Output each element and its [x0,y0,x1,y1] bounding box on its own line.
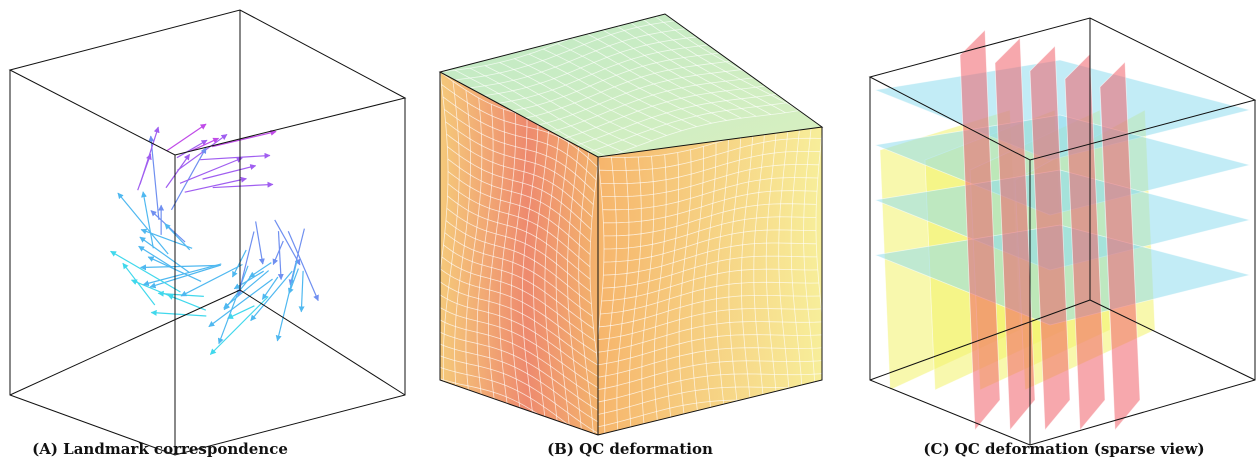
caption: (A) Landmark correspondence [32,440,288,458]
panel-a: (A) Landmark correspondence [10,10,405,458]
landmark-arrow [158,293,204,296]
landmark-arrow [141,230,192,249]
landmark-arrow [251,271,293,321]
landmark-arrow [171,148,206,210]
panel-c: (C) QC deformation (sparse view) [870,18,1255,458]
landmark-arrow [213,184,273,187]
landmark-arrow [181,265,242,296]
landmark-arrow [203,166,256,179]
landmark-arrow [238,232,254,296]
landmark-arrow [278,231,281,279]
landmark-arrow [273,241,283,264]
caption: (C) QC deformation (sparse view) [923,440,1204,458]
landmark-arrow [123,263,155,305]
caption: (B) QC deformation [547,440,713,458]
cube-wireframe [10,10,405,455]
landmark-arrow [212,132,276,147]
landmark-arrow [228,306,255,319]
landmark-arrow [210,297,268,355]
landmark-arrow [185,179,247,193]
landmark-arrow [301,271,303,312]
landmark-arrow [249,263,271,278]
landmark-arrow [200,155,270,159]
landmark-arrow [140,127,158,184]
landmark-arrow [256,221,263,264]
landmark-arrow [151,313,206,316]
landmark-arrow [165,224,190,250]
landmark-arrow [234,271,263,289]
figure: (A) Landmark correspondence (B) QC defor… [0,0,1256,464]
deformation-sheets [875,30,1250,430]
landmark-arrow [288,231,318,300]
panel-b: (B) QC deformation [432,13,828,464]
